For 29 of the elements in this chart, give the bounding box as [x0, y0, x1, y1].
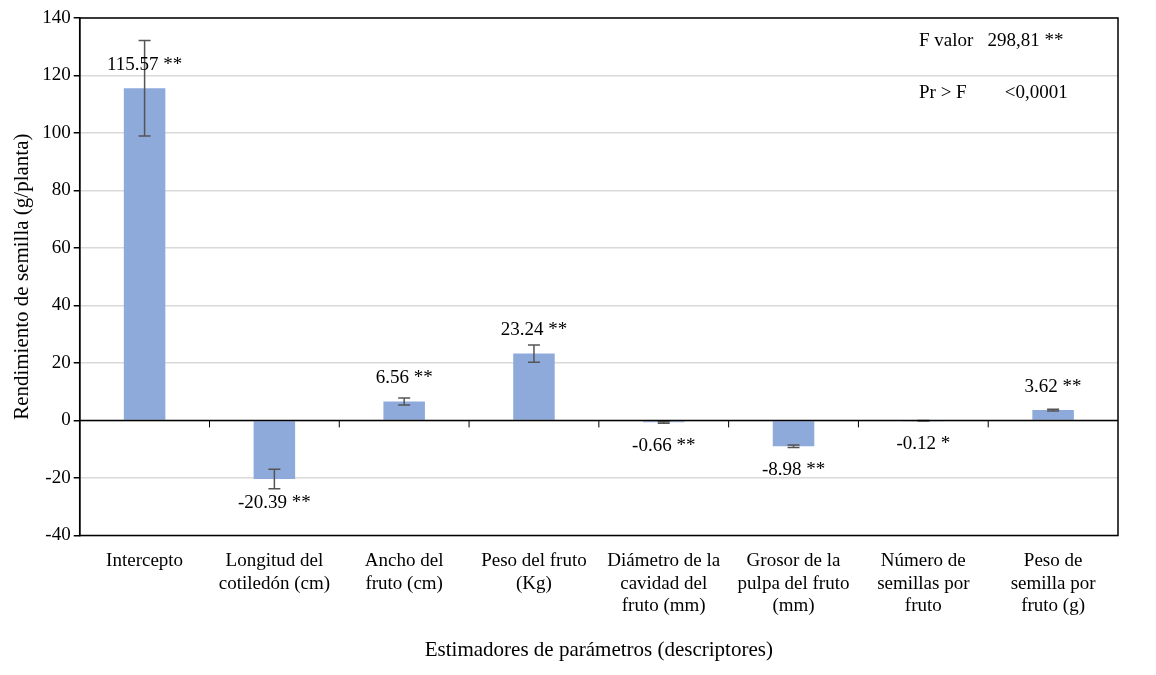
- y-axis-title: Rendimiento de semilla (g/planta): [9, 133, 34, 420]
- x-tick-label: Longitud del cotiledón (cm): [218, 548, 331, 594]
- data-label: 23.24 **: [500, 318, 568, 340]
- data-label: -0.66 **: [632, 433, 696, 455]
- data-label: -0.12 *: [896, 432, 951, 454]
- x-axis-title: Estimadores de parámetros (descriptores): [424, 636, 773, 661]
- x-tick-label: Ancho del fruto (cm): [364, 548, 444, 594]
- y-tick-label: 0: [61, 408, 71, 430]
- y-tick-label: 20: [51, 350, 71, 372]
- x-tick-label: Peso de semilla por fruto (g): [1010, 548, 1097, 617]
- annotation: F valor 298,81 **: [919, 28, 1064, 50]
- y-tick-label: -20: [45, 465, 71, 487]
- annotation: Pr > F <0,0001: [919, 80, 1068, 102]
- x-tick-label: Peso del fruto (Kg): [481, 548, 587, 594]
- data-label: -20.39 **: [237, 490, 311, 512]
- y-tick-label: 80: [51, 178, 71, 200]
- y-tick-label: 60: [51, 235, 71, 257]
- y-tick-label: -40: [45, 523, 71, 545]
- data-label: 6.56 **: [375, 366, 433, 388]
- data-label: 3.62 **: [1024, 374, 1082, 396]
- x-tick-label: Número de semillas por fruto: [877, 548, 971, 616]
- x-tick-label: Grosor de la pulpa del fruto (mm): [737, 548, 850, 617]
- y-tick-label: 120: [42, 63, 71, 85]
- x-tick-label: Intercepto: [106, 548, 184, 570]
- y-tick-label: 100: [42, 120, 71, 142]
- x-tick-label: Diámetro de la cavidad del fruto (mm): [607, 548, 721, 617]
- data-label: -8.98 **: [761, 457, 826, 479]
- y-tick-label: 140: [42, 5, 71, 27]
- y-tick-label: 40: [51, 293, 71, 315]
